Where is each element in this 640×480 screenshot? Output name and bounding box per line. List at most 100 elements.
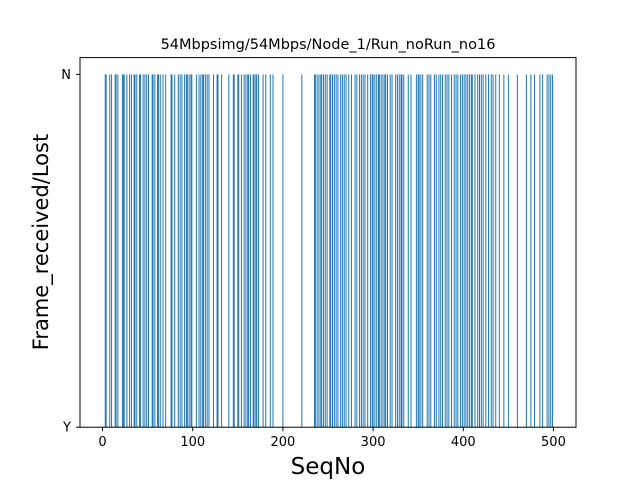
bar-seq-364 <box>430 74 432 428</box>
bar-seq-236 <box>314 74 316 428</box>
bar-seq-171 <box>256 74 258 428</box>
x-axis-ticks: 0 100 200 300 400 500 <box>98 427 566 450</box>
bar-seq-36 <box>134 74 136 428</box>
bar-seq-189 <box>272 74 274 428</box>
bar-seq-470 <box>525 74 527 428</box>
bar-seq-327 <box>396 74 398 428</box>
bar-seq-497 <box>550 74 552 428</box>
bar-seq-285 <box>359 74 361 428</box>
bar-seq-325 <box>395 74 397 428</box>
bar-seq-159 <box>245 74 247 428</box>
bar-seq-84 <box>177 74 179 428</box>
bar-seq-339 <box>407 74 409 428</box>
bar-seq-42 <box>139 74 141 428</box>
xtick-label-300: 300 <box>361 435 386 450</box>
bar-seq-23 <box>122 74 124 428</box>
bar-seq-350 <box>417 74 419 428</box>
bar-seq-276 <box>350 74 352 428</box>
bar-seq-151 <box>238 74 240 428</box>
bar-seq-399 <box>461 74 463 428</box>
bar-seq-32 <box>130 74 132 428</box>
bar-seq-493 <box>546 74 548 428</box>
bar-seq-112 <box>203 74 205 428</box>
bar-seq-413 <box>474 74 476 428</box>
bar-seq-499 <box>552 74 554 428</box>
bar-seq-380 <box>444 74 446 428</box>
bar-seq-22 <box>121 74 123 428</box>
bar-seq-162 <box>248 74 250 428</box>
bar-seq-332 <box>401 74 403 428</box>
bar-seq-221 <box>301 74 303 428</box>
bar-seq-30 <box>129 74 131 428</box>
bar-seq-436 <box>495 74 497 428</box>
bar-seq-164 <box>249 74 251 428</box>
bar-seq-488 <box>542 74 544 428</box>
bar-seq-409 <box>470 74 472 428</box>
bar-seq-273 <box>348 74 350 428</box>
bar-seq-58 <box>154 74 156 428</box>
bar-seq-407 <box>469 74 471 428</box>
bar-seq-128 <box>217 74 219 428</box>
bar-seq-450 <box>507 74 509 428</box>
bar-seq-270 <box>345 74 347 428</box>
bar-seq-307 <box>378 74 380 428</box>
bar-seq-319 <box>389 74 391 428</box>
bar-seq-94 <box>186 74 188 428</box>
bar-seq-47 <box>144 74 146 428</box>
bar-seq-280 <box>354 74 356 428</box>
bar-seq-445 <box>503 74 505 428</box>
bar-seq-62 <box>157 74 159 428</box>
bar-seq-14 <box>114 74 116 428</box>
bar-seq-10 <box>111 74 113 428</box>
bar-seq-252 <box>329 74 331 428</box>
bar-seq-80 <box>174 74 176 428</box>
plot-frame <box>79 57 577 428</box>
bar-seq-314 <box>385 74 387 428</box>
bar-seq-368 <box>433 74 435 428</box>
bar-seq-291 <box>364 74 366 428</box>
bar-seq-479 <box>534 74 536 428</box>
chart-title: 54Mbpsimg/54Mbps/Node_1/Run_noRun_no16 <box>161 37 496 53</box>
bar-seq-173 <box>258 74 260 428</box>
bar-seq-302 <box>374 74 376 428</box>
bar-seq-8 <box>109 74 111 428</box>
bar-seq-433 <box>492 74 494 428</box>
bar-seq-3 <box>104 74 106 428</box>
bar-seq-394 <box>457 74 459 428</box>
bar-seq-145 <box>232 74 234 428</box>
bar-seq-440 <box>498 74 500 428</box>
bar-seq-370 <box>435 74 437 428</box>
bar-seq-485 <box>539 74 541 428</box>
x-axis-label: SeqNo <box>291 454 366 480</box>
bar-seq-109 <box>200 74 202 428</box>
bar-seq-253 <box>330 74 332 428</box>
bar-seq-355 <box>422 74 424 428</box>
bar-seq-261 <box>337 74 339 428</box>
bar-seq-382 <box>446 74 448 428</box>
bar-seq-300 <box>372 74 374 428</box>
bar-seq-377 <box>442 74 444 428</box>
bar-seq-287 <box>360 74 362 428</box>
bar-seq-238 <box>316 74 318 428</box>
bar-seq-392 <box>455 74 457 428</box>
bar-seq-475 <box>530 74 532 428</box>
bar-seq-178 <box>262 74 264 428</box>
bar-seq-99 <box>191 74 193 428</box>
bar-seq-86 <box>179 74 181 428</box>
bar-seq-56 <box>152 74 154 428</box>
bar-seq-150 <box>237 74 239 428</box>
bar-seq-425 <box>485 74 487 428</box>
bar-seq-375 <box>440 74 442 428</box>
bar-seq-35 <box>133 74 135 428</box>
bar-seq-67 <box>162 74 164 428</box>
bar-seq-342 <box>410 74 412 428</box>
bar-seq-104 <box>195 74 197 428</box>
bar-seq-4 <box>105 74 107 428</box>
bar-seq-331 <box>400 74 402 428</box>
bar-seq-181 <box>265 74 267 428</box>
bar-seq-422 <box>482 74 484 428</box>
bar-seq-309 <box>380 74 382 428</box>
bar-seq-401 <box>463 74 465 428</box>
bar-seq-77 <box>171 74 173 428</box>
